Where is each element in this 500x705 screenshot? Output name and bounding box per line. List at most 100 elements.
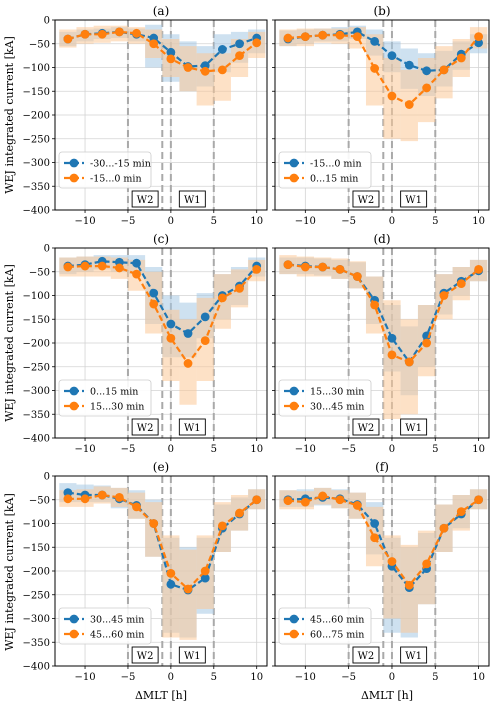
region-label: W1 xyxy=(405,195,422,206)
data-point xyxy=(217,293,227,303)
data-point xyxy=(474,264,484,274)
data-point xyxy=(149,288,159,298)
ylabel-top: WEJ integrated current [kA] xyxy=(3,36,16,194)
region-label: W1 xyxy=(405,651,422,662)
chart-panel: −10 −5 0 5 100−50−100−150−200−250−300−350−40… xyxy=(23,4,268,227)
y-tick-label: −50 xyxy=(29,39,50,50)
x-tick-label: 0 xyxy=(168,216,174,227)
y-tick-label: −250 xyxy=(23,362,50,373)
data-point xyxy=(200,573,210,583)
region-label-box xyxy=(352,190,380,208)
legend-swatch-marker xyxy=(69,614,79,624)
legend-label: -15...0 min xyxy=(90,174,142,185)
uncertainty-band xyxy=(179,549,197,640)
data-point xyxy=(404,580,414,590)
data-point xyxy=(422,559,432,569)
legend-label: -30...-15 min xyxy=(90,159,151,170)
data-point xyxy=(474,32,484,42)
uncertainty-band xyxy=(213,53,231,101)
data-point xyxy=(318,491,328,501)
panel-title: (c) xyxy=(153,232,169,246)
xlabel-right: ΔMLT [h] xyxy=(361,689,413,702)
data-point xyxy=(63,488,73,498)
data-point xyxy=(132,28,141,38)
y-tick-label: −350 xyxy=(23,182,50,193)
legend-label: 0...15 min xyxy=(310,174,358,185)
data-point xyxy=(387,333,397,343)
region-label-box xyxy=(131,646,159,664)
legend-label: 15...30 min xyxy=(310,387,364,398)
legend-swatch-marker xyxy=(69,386,79,396)
data-point xyxy=(114,263,124,273)
legend-swatch-marker xyxy=(289,386,299,396)
chart-panel: −10 −5 0 5 10 (d) W2 W1 15...30 min 30...45 min xyxy=(272,232,490,455)
data-point xyxy=(422,66,432,76)
x-tick-label: −5 xyxy=(341,672,356,683)
data-point xyxy=(149,299,159,309)
region-label-box xyxy=(178,190,206,208)
y-tick-label: −100 xyxy=(23,63,50,74)
data-point xyxy=(352,32,362,42)
xlabel-left: ΔMLT [h] xyxy=(135,689,187,702)
data-point xyxy=(166,47,176,57)
chart-panel: −10 −5 0 5 10 (b) W2 W1 -15...0 min 0...15 min xyxy=(272,4,490,227)
data-point xyxy=(300,497,310,507)
y-tick-label: −150 xyxy=(23,315,50,326)
data-point xyxy=(149,519,159,528)
data-point xyxy=(352,501,362,510)
data-point xyxy=(474,495,484,505)
region-label-box xyxy=(178,646,206,664)
data-point xyxy=(439,523,449,533)
y-tick-label: −100 xyxy=(23,291,50,302)
data-point xyxy=(200,336,210,346)
legend-swatch-marker xyxy=(289,401,299,411)
y-tick-label: −300 xyxy=(23,614,50,625)
data-point xyxy=(352,272,362,281)
region-label-box xyxy=(131,418,159,436)
data-point xyxy=(183,329,193,338)
data-point xyxy=(183,63,193,72)
data-point xyxy=(387,91,397,101)
legend-swatch-marker xyxy=(289,173,299,183)
data-point xyxy=(370,64,380,73)
legend-swatch-marker xyxy=(69,158,79,168)
x-tick-label: −10 xyxy=(74,444,95,455)
data-point xyxy=(80,261,90,271)
x-tick-label: −10 xyxy=(295,444,316,455)
x-tick-label: 5 xyxy=(211,444,217,455)
region-label: W1 xyxy=(184,651,201,662)
legend-label: 60...75 min xyxy=(310,630,364,641)
data-point xyxy=(422,338,432,348)
chart-panel: −10 −5 0 5 100−50−100−150−200−250−300−350−40… xyxy=(23,232,268,455)
data-point xyxy=(300,32,310,42)
x-tick-label: 10 xyxy=(250,444,263,455)
legend-label: 0...15 min xyxy=(90,387,138,398)
x-tick-label: 5 xyxy=(211,672,217,683)
data-point xyxy=(474,38,484,48)
data-point xyxy=(63,34,73,44)
y-tick-label: −200 xyxy=(23,339,50,350)
region-label: W2 xyxy=(137,195,154,206)
data-point xyxy=(200,566,210,576)
y-tick-label: −50 xyxy=(29,495,50,506)
data-point xyxy=(439,65,449,75)
data-point xyxy=(252,495,262,505)
region-label: W2 xyxy=(358,195,375,206)
x-tick-label: 5 xyxy=(432,672,438,683)
data-point xyxy=(217,65,227,75)
legend-swatch-marker xyxy=(289,614,299,624)
data-point xyxy=(335,30,345,40)
data-point xyxy=(114,492,124,502)
data-point xyxy=(114,27,124,37)
data-point xyxy=(166,319,176,329)
ylabel-middle: WEJ integrated current [kA] xyxy=(3,264,16,422)
data-point xyxy=(456,53,466,63)
data-point xyxy=(235,39,244,49)
uncertainty-band xyxy=(400,319,418,415)
legend-swatch-marker xyxy=(289,158,299,168)
legend-label: 45...60 min xyxy=(90,630,144,641)
region-label: W2 xyxy=(137,423,154,434)
data-point xyxy=(370,533,380,543)
data-point xyxy=(387,51,397,61)
